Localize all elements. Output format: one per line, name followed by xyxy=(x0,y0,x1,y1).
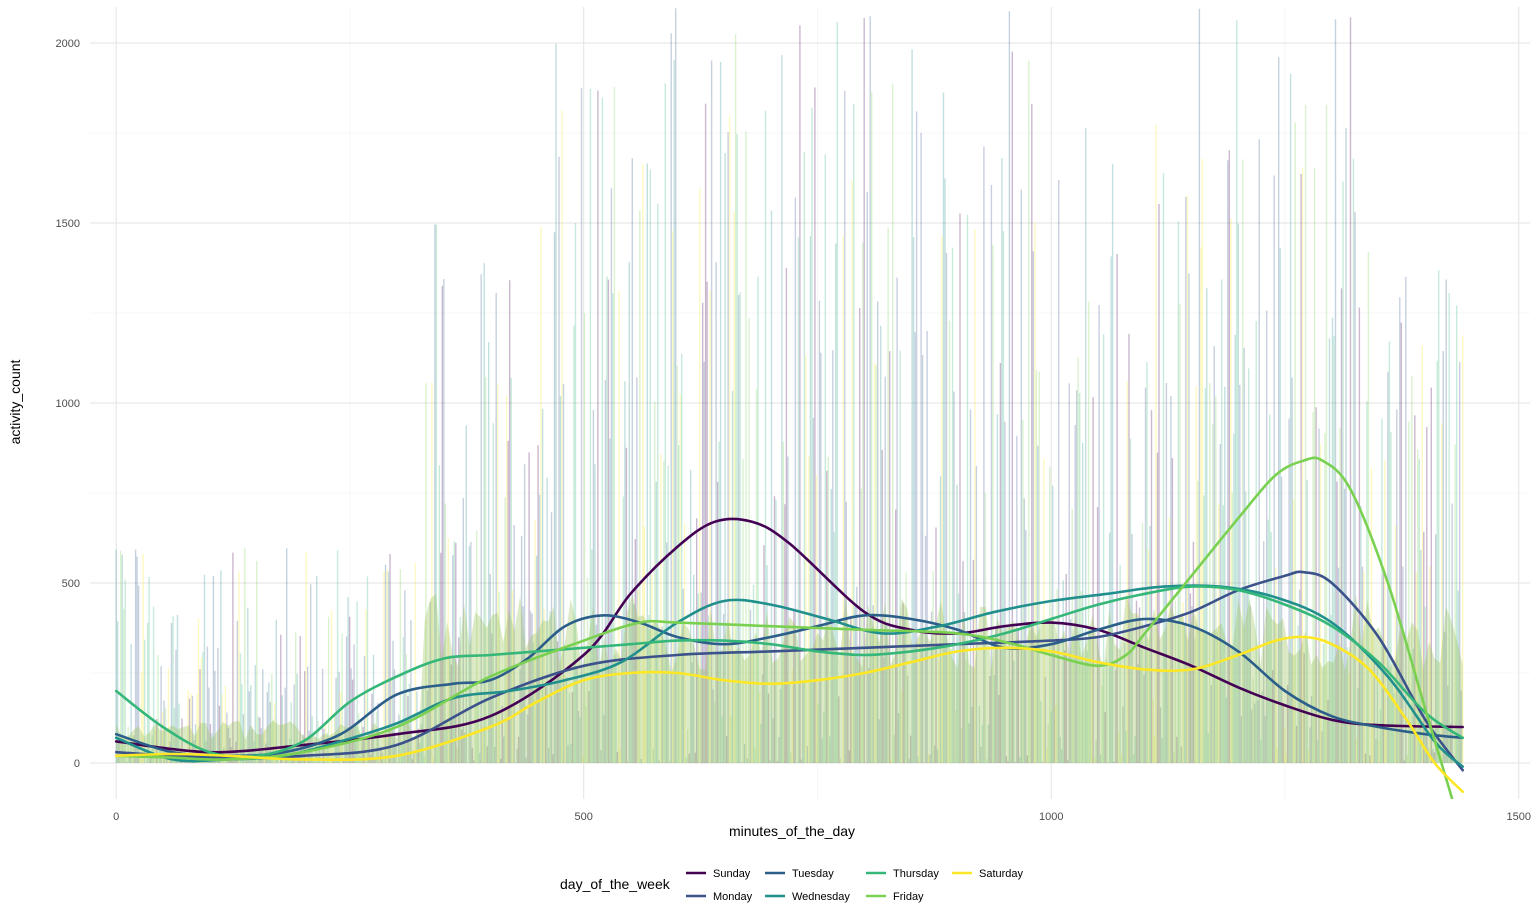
raw-activity-monday xyxy=(126,60,1461,763)
x-tick-label: 1000 xyxy=(1039,811,1063,823)
tick-layer: 0 500 1000 1500 0 500 1000 1500 2000 xyxy=(56,38,1532,823)
raw-activity-layer xyxy=(115,8,1464,763)
legend-items: Sunday Monday Tuesday Wednesday Thursday Frid… xyxy=(686,868,1024,903)
raw-activity-tuesday xyxy=(118,8,1462,763)
y-tick-label: 1000 xyxy=(56,398,80,410)
series-line-wednesday xyxy=(114,584,1464,768)
x-tick-label: 500 xyxy=(575,811,593,823)
legend-item-wednesday: Wednesday xyxy=(765,891,850,903)
legend-title: day_of_the_week xyxy=(560,876,671,892)
y-tick-label: 2000 xyxy=(56,38,80,50)
y-axis-title: activity_count xyxy=(7,359,23,444)
y-tick-label: 0 xyxy=(74,758,80,770)
raw-activity-saturday xyxy=(131,110,1464,763)
smooth-series-layer xyxy=(114,456,1464,799)
legend-label-sunday: Sunday xyxy=(713,868,751,880)
legend-item-tuesday: Tuesday xyxy=(765,868,834,880)
y-tick-label: 500 xyxy=(62,578,80,590)
legend-label-monday: Monday xyxy=(713,891,753,903)
x-tick-label: 0 xyxy=(113,811,119,823)
y-tick-label: 1500 xyxy=(56,218,80,230)
legend-item-sunday: Sunday xyxy=(686,868,751,880)
legend: day_of_the_week Sunday Monday Tuesday Wedne… xyxy=(560,868,1024,903)
series-line-friday xyxy=(114,456,1454,799)
raw-activity-thursday xyxy=(124,20,1458,763)
series-line-saturday xyxy=(114,635,1464,794)
raw-activity-sunday xyxy=(145,17,1452,763)
x-tick-label: 1500 xyxy=(1507,811,1531,823)
raw-activity-wednesday xyxy=(115,43,1459,763)
legend-item-thursday: Thursday xyxy=(866,868,939,880)
legend-label-friday: Friday xyxy=(893,891,924,903)
series-line-thursday xyxy=(114,585,1464,759)
legend-item-friday: Friday xyxy=(866,891,924,903)
legend-label-saturday: Saturday xyxy=(979,868,1024,880)
legend-label-wednesday: Wednesday xyxy=(792,891,850,903)
legend-item-saturday: Saturday xyxy=(952,868,1024,880)
legend-label-tuesday: Tuesday xyxy=(792,868,834,880)
legend-label-thursday: Thursday xyxy=(893,868,939,880)
raw-activity-friday xyxy=(120,33,1456,763)
x-axis-title: minutes_of_the_day xyxy=(729,823,855,839)
grid-layer xyxy=(90,7,1530,799)
legend-item-monday: Monday xyxy=(686,891,753,903)
series-line-sunday xyxy=(114,517,1464,754)
raw-activity-band xyxy=(116,593,1463,763)
